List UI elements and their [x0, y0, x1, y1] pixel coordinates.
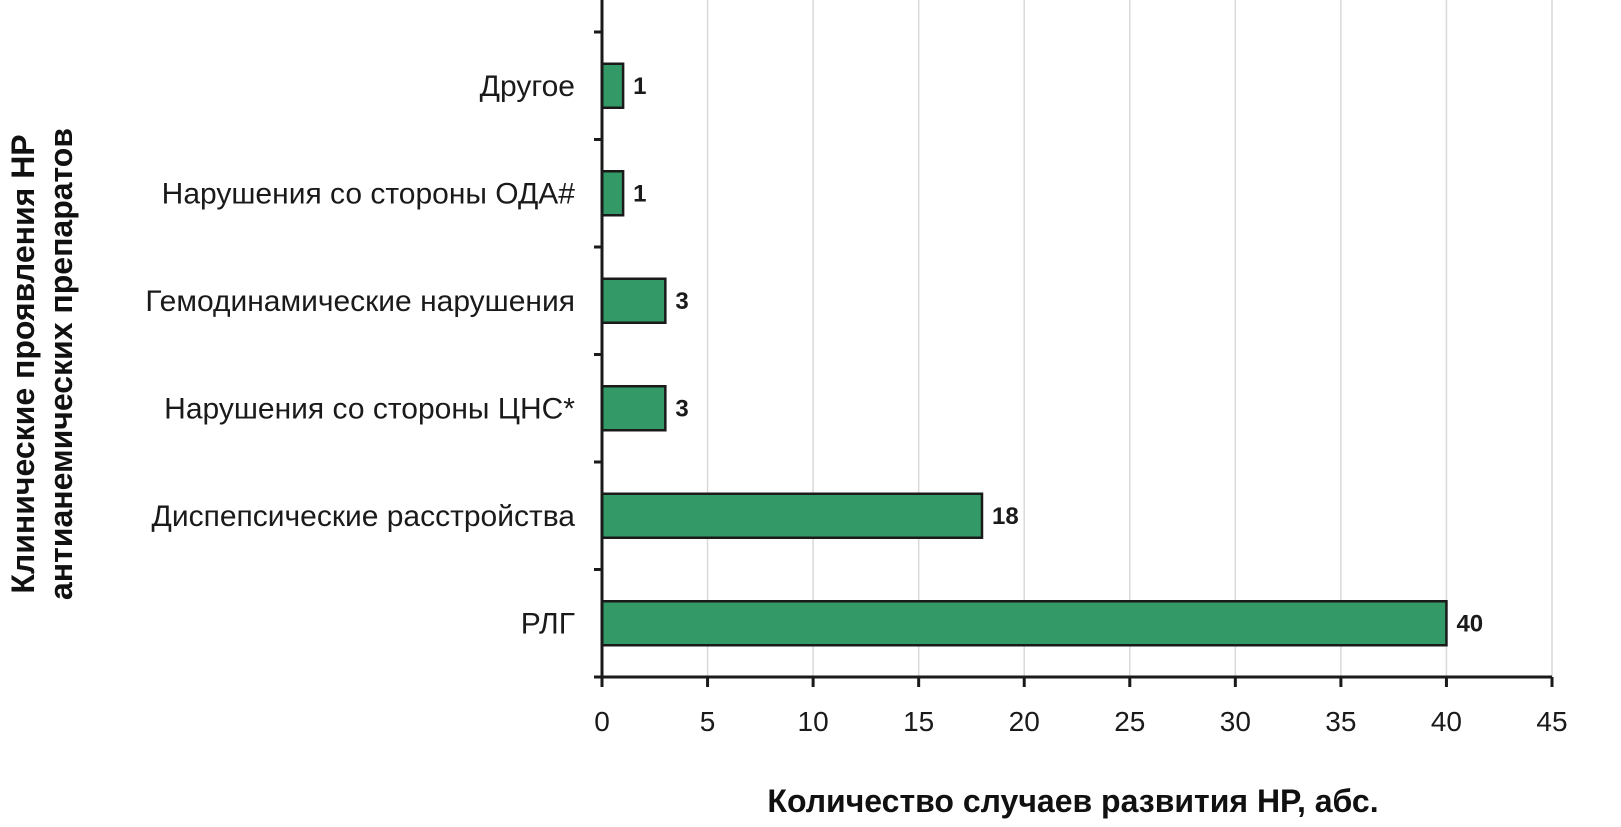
x-tick-label-0: 0 — [594, 706, 610, 737]
gridlines — [706, 0, 1553, 677]
value-label-2: 3 — [675, 288, 688, 315]
category-label-3: Нарушения со стороны ЦНС* — [164, 392, 575, 425]
x-tick-label-20: 20 — [1009, 706, 1040, 737]
category-label-1: Нарушения со стороны ОДА# — [162, 177, 576, 210]
value-label-5: 40 — [1456, 610, 1483, 637]
bar-3 — [600, 385, 667, 432]
category-label-4: Диспепсические расстройства — [152, 500, 576, 533]
category-label-5: РЛГ — [521, 607, 575, 640]
value-label-4: 18 — [992, 503, 1019, 530]
bar-5 — [600, 600, 1448, 647]
y-axis-title: Клинические проявления НР антианемически… — [5, 128, 79, 600]
x-tick-label-40: 40 — [1431, 706, 1462, 737]
x-axis-ticks — [600, 677, 1554, 687]
bars — [600, 62, 1448, 647]
x-tick-label-10: 10 — [798, 706, 829, 737]
bar-2 — [600, 277, 667, 324]
value-label-1: 1 — [633, 180, 646, 207]
x-axis-title: Количество случаев развития НР, абс. — [767, 783, 1378, 819]
bar-0 — [600, 62, 625, 109]
category-labels: Другое Нарушения со стороны ОДА# Гемодинам… — [145, 70, 575, 641]
category-label-2: Гемодинамические нарушения — [145, 285, 575, 318]
bar-4 — [600, 492, 984, 539]
x-tick-label-25: 25 — [1114, 706, 1145, 737]
x-tick-label-45: 45 — [1536, 706, 1567, 737]
x-tick-label-15: 15 — [903, 706, 934, 737]
value-labels: 1 1 3 3 18 40 — [633, 73, 1483, 638]
y-axis-title-line-2: антианемических препаратов — [43, 128, 79, 600]
x-tick-labels: 0 5 10 15 20 25 30 35 40 45 — [594, 706, 1567, 737]
x-tick-label-30: 30 — [1220, 706, 1251, 737]
x-tick-label-5: 5 — [700, 706, 716, 737]
x-tick-label-35: 35 — [1325, 706, 1356, 737]
axes — [600, 0, 1552, 679]
value-label-0: 1 — [633, 73, 646, 100]
y-axis-title-line-1: Клинические проявления НР — [5, 134, 41, 593]
category-label-0: Другое — [480, 70, 575, 103]
value-label-3: 3 — [675, 395, 688, 422]
bar-1 — [600, 170, 625, 217]
